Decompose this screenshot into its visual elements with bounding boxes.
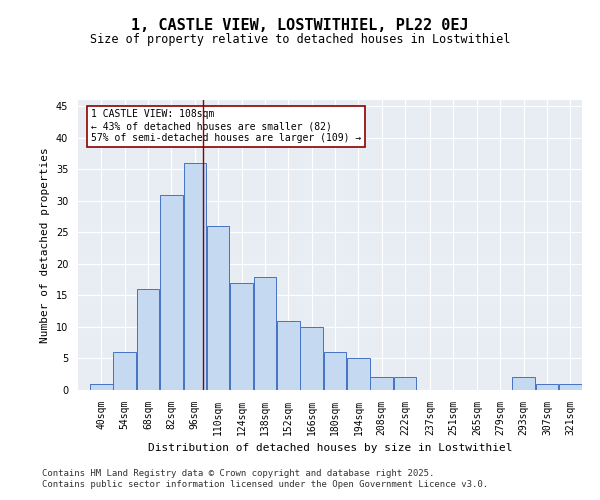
Text: 1, CASTLE VIEW, LOSTWITHIEL, PL22 0EJ: 1, CASTLE VIEW, LOSTWITHIEL, PL22 0EJ — [131, 18, 469, 32]
X-axis label: Distribution of detached houses by size in Lostwithiel: Distribution of detached houses by size … — [148, 444, 512, 454]
Bar — [512, 378, 535, 390]
Bar — [137, 289, 160, 390]
Text: Contains public sector information licensed under the Open Government Licence v3: Contains public sector information licen… — [42, 480, 488, 489]
Bar — [277, 320, 299, 390]
Bar — [90, 384, 113, 390]
Text: 1 CASTLE VIEW: 108sqm
← 43% of detached houses are smaller (82)
57% of semi-deta: 1 CASTLE VIEW: 108sqm ← 43% of detached … — [91, 110, 362, 142]
Y-axis label: Number of detached properties: Number of detached properties — [40, 147, 50, 343]
Bar — [184, 163, 206, 390]
Bar — [301, 327, 323, 390]
Text: Size of property relative to detached houses in Lostwithiel: Size of property relative to detached ho… — [90, 32, 510, 46]
Bar — [324, 352, 346, 390]
Bar — [394, 378, 416, 390]
Bar — [160, 194, 183, 390]
Bar — [370, 378, 393, 390]
Bar — [230, 283, 253, 390]
Bar — [559, 384, 581, 390]
Bar — [113, 352, 136, 390]
Bar — [207, 226, 229, 390]
Bar — [536, 384, 558, 390]
Bar — [347, 358, 370, 390]
Text: Contains HM Land Registry data © Crown copyright and database right 2025.: Contains HM Land Registry data © Crown c… — [42, 468, 434, 477]
Bar — [254, 276, 276, 390]
